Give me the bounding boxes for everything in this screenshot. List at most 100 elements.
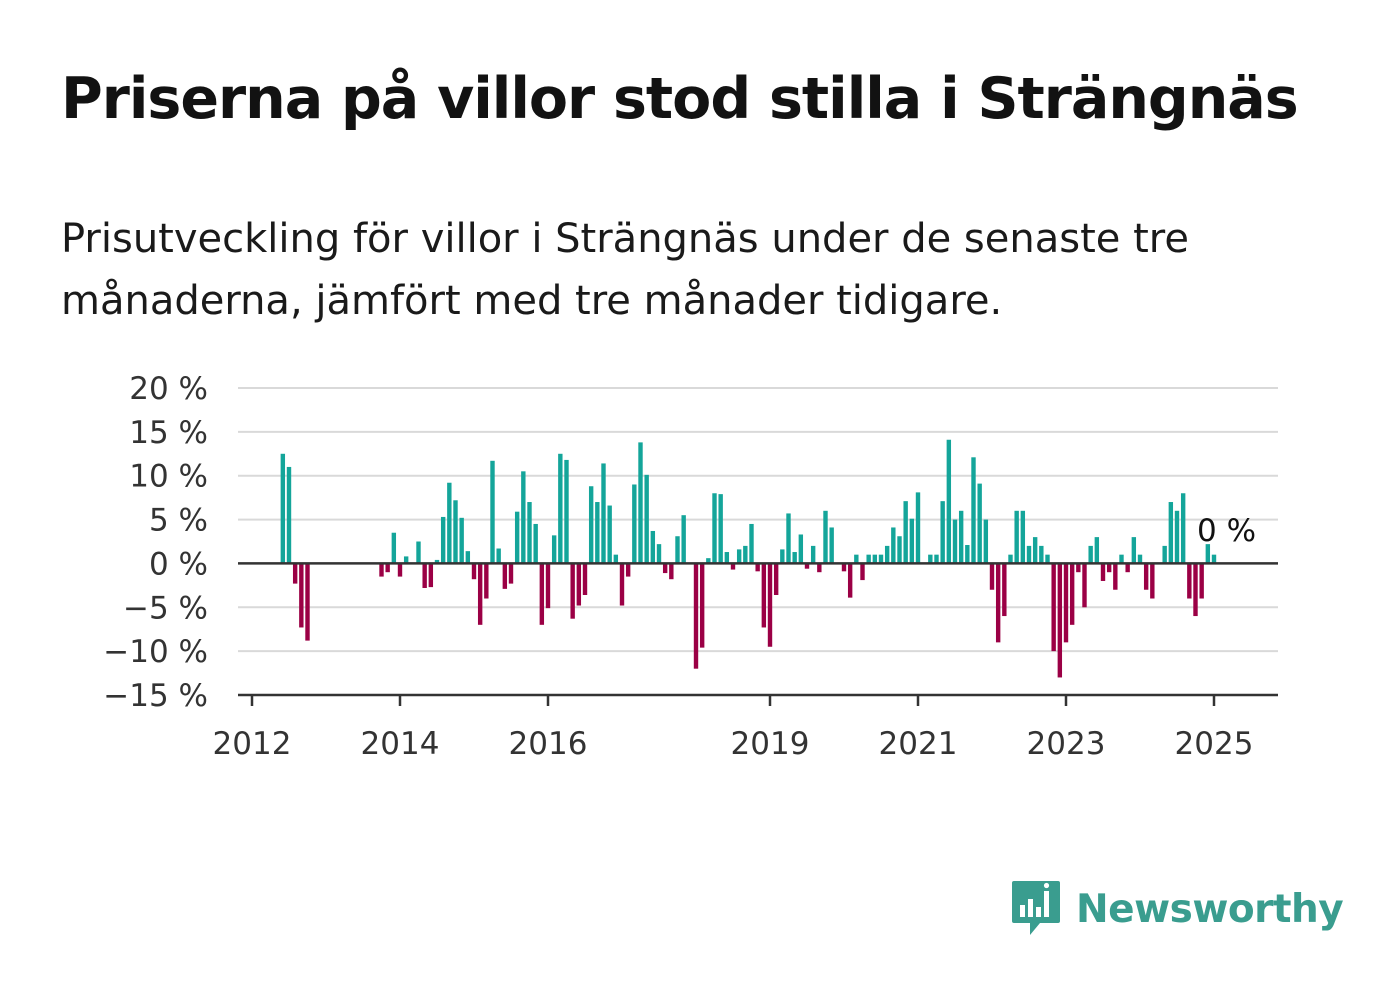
bar bbox=[928, 554, 933, 564]
bar bbox=[817, 563, 822, 573]
bar bbox=[1100, 563, 1106, 581]
bar bbox=[989, 563, 995, 590]
bar bbox=[995, 563, 1001, 643]
bar bbox=[292, 563, 298, 584]
bar bbox=[453, 500, 458, 564]
bar bbox=[502, 563, 508, 589]
bar bbox=[749, 523, 754, 564]
bar bbox=[1008, 554, 1013, 564]
bar bbox=[1131, 537, 1137, 564]
bar bbox=[1193, 563, 1198, 617]
bar bbox=[1039, 545, 1044, 564]
bar bbox=[545, 563, 551, 609]
bar bbox=[841, 563, 847, 572]
bar bbox=[558, 453, 563, 564]
bar bbox=[965, 545, 970, 564]
bar bbox=[595, 502, 600, 564]
bar bbox=[724, 552, 730, 564]
bar bbox=[915, 492, 921, 564]
chart-subtitle: Prisutveckling för villor i Strängnäs un… bbox=[61, 216, 1189, 324]
bar bbox=[1162, 545, 1167, 564]
x-tick-label: 2012 bbox=[213, 726, 292, 762]
bar bbox=[521, 471, 526, 564]
bar bbox=[983, 519, 989, 564]
chart-title: Priserna på villor stod stilla i Strängn… bbox=[61, 66, 1299, 132]
bar bbox=[1211, 554, 1217, 564]
bar bbox=[971, 457, 976, 564]
bar bbox=[490, 460, 495, 564]
y-axis-labels: −15 % −10 % −5 % 0 % 5 % 10 % 15 % 20 % bbox=[103, 371, 208, 714]
bar bbox=[730, 563, 736, 570]
bar bbox=[884, 545, 890, 564]
bar bbox=[1045, 554, 1050, 564]
newsworthy-logo: Newsworthy bbox=[1010, 878, 1344, 940]
bar bbox=[1057, 563, 1063, 678]
bar bbox=[1205, 544, 1211, 564]
bar bbox=[823, 510, 828, 564]
bar bbox=[1174, 510, 1180, 564]
bar bbox=[434, 559, 440, 564]
bar bbox=[286, 466, 292, 564]
newsworthy-logo-text: Newsworthy bbox=[1076, 886, 1344, 932]
bar bbox=[533, 523, 538, 564]
bar bbox=[675, 536, 680, 564]
bar bbox=[1088, 545, 1093, 564]
x-tick-label: 2023 bbox=[1027, 726, 1106, 762]
bar bbox=[613, 554, 619, 564]
bar bbox=[477, 563, 483, 625]
bar bbox=[508, 563, 514, 584]
bar bbox=[934, 554, 939, 564]
bar bbox=[706, 558, 711, 564]
bar bbox=[1002, 563, 1007, 617]
bar bbox=[625, 563, 631, 577]
bar bbox=[576, 563, 582, 606]
bar bbox=[385, 563, 390, 573]
bar bbox=[280, 453, 286, 564]
bar bbox=[422, 563, 427, 588]
bar bbox=[891, 527, 896, 564]
last-value-annotation: 0 % bbox=[1197, 513, 1256, 549]
bar bbox=[496, 548, 501, 564]
bar bbox=[607, 505, 612, 564]
bar bbox=[977, 483, 982, 564]
x-tick-label: 2019 bbox=[731, 726, 810, 762]
bar bbox=[379, 563, 384, 577]
y-tick-label: −15 % bbox=[103, 678, 208, 714]
bar bbox=[878, 554, 884, 564]
bar bbox=[1150, 563, 1155, 599]
bar bbox=[1137, 554, 1143, 564]
bar bbox=[718, 494, 723, 564]
bar bbox=[305, 563, 310, 641]
bar bbox=[1026, 545, 1032, 564]
bar bbox=[866, 554, 871, 564]
bar bbox=[693, 563, 699, 669]
bar bbox=[798, 534, 804, 564]
bar bbox=[656, 544, 662, 564]
bar bbox=[681, 515, 686, 564]
bar bbox=[1051, 563, 1056, 652]
bars bbox=[280, 439, 1217, 678]
y-tick-label: 0 % bbox=[149, 546, 208, 582]
bar bbox=[786, 513, 791, 564]
bar bbox=[570, 563, 575, 619]
y-tick-label: −5 % bbox=[123, 590, 208, 626]
bar bbox=[1076, 563, 1081, 573]
y-gridlines bbox=[238, 387, 1278, 653]
bar bbox=[447, 482, 452, 564]
bar bbox=[514, 511, 520, 564]
bar bbox=[619, 563, 625, 606]
bar bbox=[1168, 502, 1174, 564]
bar bbox=[1199, 563, 1204, 599]
y-tick-label: 15 % bbox=[129, 415, 208, 451]
bar bbox=[946, 439, 952, 564]
bar bbox=[761, 563, 767, 628]
bar bbox=[403, 556, 409, 564]
bar bbox=[397, 563, 403, 577]
bar bbox=[1143, 563, 1149, 590]
bar bbox=[465, 551, 471, 564]
bar bbox=[909, 518, 915, 564]
bar bbox=[743, 545, 748, 564]
bar bbox=[582, 563, 588, 596]
bar bbox=[459, 517, 464, 564]
